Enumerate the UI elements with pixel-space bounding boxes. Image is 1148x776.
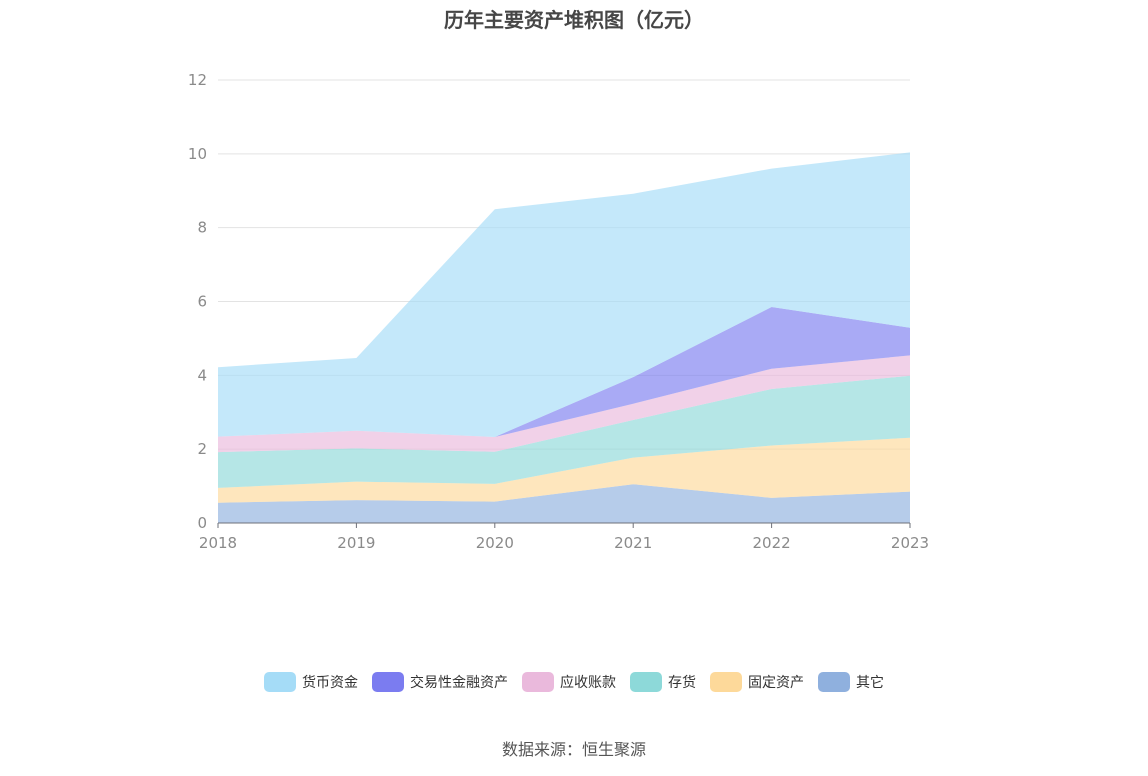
- legend-swatch: [372, 672, 404, 692]
- legend-swatch: [818, 672, 850, 692]
- legend-swatch: [522, 672, 554, 692]
- y-tick-label: 6: [197, 293, 207, 311]
- y-tick-label: 2: [197, 440, 207, 458]
- axes: 0 2 4 6 8 10 12 2018 2019 2020 2021 2022 2023: [188, 71, 929, 552]
- legend-item-fixed-assets[interactable]: 固定资产: [710, 672, 804, 692]
- legend-item-trading-assets[interactable]: 交易性金融资产: [372, 672, 508, 692]
- x-tick-label: 2020: [476, 534, 514, 552]
- stacked-area-chart: 0 2 4 6 8 10 12 2018 2019 2020 2021 2022 2023: [188, 71, 929, 552]
- x-tick-label: 2018: [199, 534, 237, 552]
- area-series-path: [218, 355, 910, 453]
- y-tick-label: 12: [188, 71, 207, 89]
- x-tick-label: 2023: [891, 534, 929, 552]
- legend-item-other[interactable]: 其它: [818, 672, 884, 692]
- legend-label: 固定资产: [748, 675, 804, 691]
- area-series-path: [218, 437, 910, 503]
- y-tick-label: 10: [188, 145, 207, 163]
- chart-title: 历年主要资产堆积图（亿元）: [444, 8, 704, 32]
- y-tick-label: 4: [197, 366, 207, 384]
- y-tick-label: 0: [197, 514, 207, 532]
- legend-swatch: [710, 672, 742, 692]
- source-note: 数据来源：恒生聚源: [501, 740, 646, 759]
- legend-item-cash[interactable]: 货币资金: [264, 672, 358, 692]
- area-series-path: [218, 307, 910, 437]
- x-tick-label: 2021: [614, 534, 652, 552]
- legend-label: 应收账款: [560, 675, 616, 691]
- area-series-path: [218, 152, 910, 437]
- legend: 货币资金 交易性金融资产 应收账款 存货 固定资产 其它: [0, 672, 1148, 692]
- legend-item-inventory[interactable]: 存货: [630, 672, 696, 692]
- legend-swatch: [264, 672, 296, 692]
- y-tick-label: 8: [197, 219, 207, 237]
- x-tick-label: 2022: [753, 534, 791, 552]
- legend-item-receivables[interactable]: 应收账款: [522, 672, 616, 692]
- legend-label: 交易性金融资产: [410, 675, 508, 691]
- legend-label: 其它: [856, 675, 884, 691]
- area-series: [218, 152, 910, 523]
- legend-label: 存货: [668, 675, 696, 691]
- x-tick-label: 2019: [337, 534, 375, 552]
- legend-label: 货币资金: [302, 675, 358, 691]
- area-series-path: [218, 484, 910, 523]
- area-series-path: [218, 375, 910, 488]
- legend-swatch: [630, 672, 662, 692]
